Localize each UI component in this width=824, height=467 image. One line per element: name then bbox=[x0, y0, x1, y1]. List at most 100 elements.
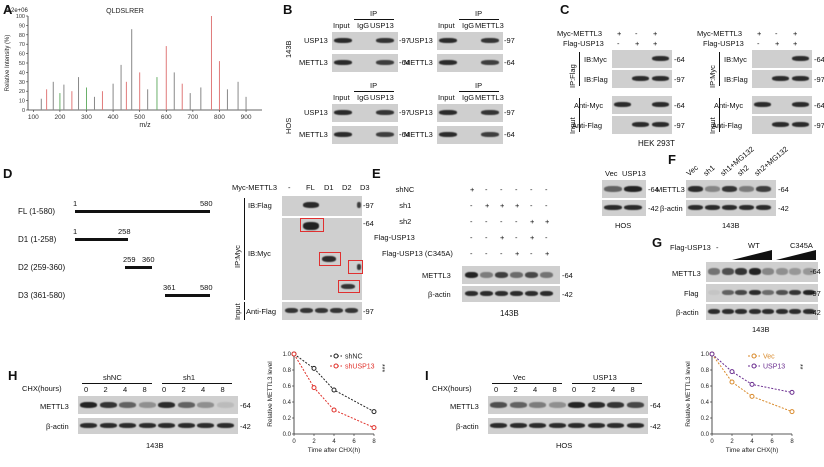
data-point bbox=[331, 407, 337, 413]
lane-sign: - bbox=[470, 249, 473, 258]
series-line bbox=[711, 353, 793, 413]
lane-sign: + bbox=[793, 39, 798, 48]
x-axis-label: m/z bbox=[139, 122, 151, 129]
anti-myc-label: Anti-Myc bbox=[714, 101, 744, 110]
mw-64: -64 bbox=[399, 130, 410, 139]
x-tick-label: 2 bbox=[730, 439, 734, 445]
cell-line-label: 143B bbox=[500, 309, 519, 318]
lane-sign: - bbox=[530, 249, 533, 258]
lane-sign: + bbox=[617, 29, 622, 38]
igg-lane-label: IgG bbox=[462, 21, 475, 30]
row-label: sh2 bbox=[399, 217, 412, 226]
anti-flag-label: Anti-Flag bbox=[572, 121, 603, 130]
bracket-line bbox=[354, 91, 394, 92]
blot-usp13 bbox=[437, 104, 503, 122]
mw-42: -42 bbox=[648, 204, 659, 213]
mettl3-label: METTL3 bbox=[450, 402, 479, 411]
legend-marker bbox=[751, 353, 757, 359]
cell-line-label: HOS bbox=[556, 441, 573, 450]
ib-flag-label: IB:Flag bbox=[248, 201, 272, 210]
blot-band bbox=[739, 205, 754, 210]
blot-usp13 bbox=[332, 104, 398, 122]
x-tick-label: 4 bbox=[332, 439, 336, 445]
blot-band bbox=[303, 202, 319, 208]
blot-mettl3 bbox=[437, 126, 503, 144]
time-label: 4 bbox=[201, 385, 206, 394]
mass-spectrum-chart: 0 10 20 30 40 50 60 70 80 90 100 100 200 300 400 500 600… bbox=[5, 8, 262, 129]
panel-label-i: I bbox=[425, 368, 429, 383]
blot-band bbox=[465, 272, 478, 278]
y-tick-label: 30 bbox=[19, 80, 25, 86]
blot-band bbox=[158, 423, 175, 428]
construct-bar bbox=[125, 266, 152, 269]
mw-97: -97 bbox=[363, 201, 374, 210]
time-label: 2 bbox=[591, 385, 596, 394]
y-tick-label: 0.6 bbox=[701, 384, 710, 390]
mw-42: -42 bbox=[810, 308, 821, 317]
blot-band bbox=[652, 102, 669, 107]
blot-band bbox=[481, 132, 499, 137]
x-tick-label: 8 bbox=[790, 439, 794, 445]
row-label-mettl3: METTL3 bbox=[299, 130, 328, 139]
anti-myc-label: Anti-Myc bbox=[574, 101, 604, 110]
data-point bbox=[729, 369, 735, 375]
ip-target-label: USP13 bbox=[370, 93, 394, 102]
lane-sign: - bbox=[617, 39, 620, 48]
x-tick-label: 8 bbox=[372, 439, 376, 445]
lane-label: D3 bbox=[360, 183, 370, 192]
mw-64: -64 bbox=[814, 55, 824, 64]
y-tick-label: 80 bbox=[19, 33, 25, 39]
x-tick-label: 600 bbox=[161, 114, 172, 121]
blot-band bbox=[529, 423, 546, 428]
x-tick-label: 400 bbox=[108, 114, 119, 121]
lane-sign: - bbox=[500, 185, 503, 194]
anti-flag-label: Anti-Flag bbox=[712, 121, 743, 130]
blot-band bbox=[177, 423, 195, 428]
blot-band bbox=[548, 423, 566, 428]
y-tick-label: 0.8 bbox=[701, 368, 710, 374]
cell-line-hos: HOS bbox=[284, 117, 293, 134]
blot-band bbox=[632, 122, 649, 127]
lane-sign: + bbox=[515, 201, 520, 210]
intensity-scale-label: 3.2e+06 bbox=[6, 8, 29, 14]
input-side-label: Input bbox=[568, 117, 577, 134]
blot-band bbox=[138, 402, 156, 408]
legend-marker bbox=[751, 363, 757, 369]
blot-band bbox=[138, 423, 156, 428]
mw-64: -64 bbox=[674, 55, 685, 64]
ip-target-label: METTL3 bbox=[475, 21, 504, 30]
lane-label: - bbox=[288, 183, 291, 192]
blot-band bbox=[376, 132, 394, 137]
blot-band bbox=[705, 205, 720, 210]
mw-64: -64 bbox=[814, 101, 824, 110]
construct-bar bbox=[75, 210, 210, 213]
highlight-box-fl bbox=[300, 218, 324, 232]
data-point bbox=[749, 393, 755, 399]
blot-band bbox=[775, 290, 788, 295]
ip-side-label: IP:Myc bbox=[708, 65, 717, 88]
y-tick-label: 0 bbox=[22, 108, 25, 114]
blot-band bbox=[216, 402, 234, 408]
blot-band bbox=[376, 60, 394, 65]
blot-band bbox=[721, 268, 734, 275]
blot-band bbox=[721, 290, 734, 295]
row-label-mettl3: METTL3 bbox=[404, 130, 433, 139]
blot-band bbox=[652, 76, 669, 81]
mw-97: -97 bbox=[399, 108, 410, 117]
blot-band bbox=[614, 102, 631, 107]
cell-line-label: 143B bbox=[146, 441, 164, 450]
chx-decay-chart-h: 0.0 0.2 0.4 0.6 0.8 1.0 0 2 4 6 8 Time after CHX(h)… bbox=[267, 351, 385, 454]
blot-mettl3 bbox=[706, 262, 818, 282]
significance-marker: ** bbox=[796, 364, 803, 370]
blot-band bbox=[525, 272, 538, 278]
x-tick-label: 900 bbox=[241, 114, 252, 121]
chart-title: QLDSLRER bbox=[106, 8, 144, 15]
myc-mettl3-label: Myc-METTL3 bbox=[557, 29, 602, 38]
row-label: sh1 bbox=[399, 201, 412, 210]
blot-band bbox=[334, 38, 352, 43]
legend-label: shNC bbox=[345, 354, 363, 361]
panel-label-f: F bbox=[668, 152, 676, 167]
bracket-line bbox=[459, 91, 499, 92]
time-label: 4 bbox=[611, 385, 616, 394]
construct-end: 360 bbox=[142, 255, 155, 264]
